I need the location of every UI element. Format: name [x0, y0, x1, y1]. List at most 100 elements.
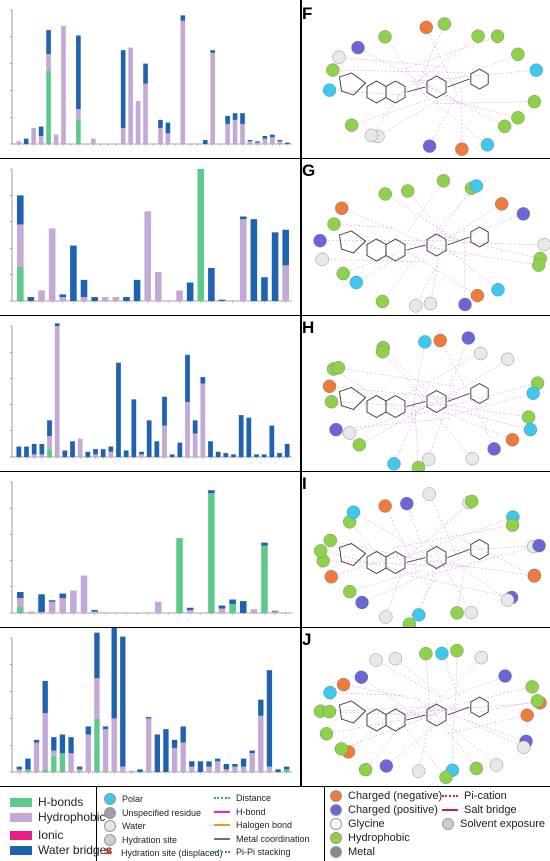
h-bond-line [394, 384, 430, 464]
residue-node [355, 671, 368, 684]
bar-water-bridges [270, 135, 275, 138]
bar-water-bridges [163, 729, 168, 772]
bar-h-bonds [60, 753, 65, 772]
bar-hydrophobic [155, 272, 162, 301]
h-bond-line [320, 707, 442, 712]
bar-water-bridges [269, 426, 274, 457]
bar-water-bridges [185, 355, 190, 402]
bar-hydrophobic [272, 612, 279, 613]
panel-j: J [0, 628, 550, 786]
h-bond-line [396, 36, 478, 97]
residue-node [491, 283, 504, 296]
legend-item-h-bond: H-bond [214, 807, 266, 817]
bar-water-bridges [112, 628, 117, 718]
h-bond-line [467, 720, 524, 747]
bar-water-bridges [24, 139, 29, 144]
legend-item-unspecified-residue: Unspecified residue [104, 807, 201, 819]
bar-water-bridges [239, 415, 244, 457]
h-bond-line [430, 257, 439, 304]
h-bond-line [330, 693, 404, 696]
bar-water-bridges [267, 670, 272, 766]
h-bond-line [402, 36, 498, 69]
h-bond-line [447, 413, 512, 439]
legend-contact-types: H-bonds Hydrophobic Ionic Water bridges [0, 787, 97, 861]
bar-water-bridges [154, 441, 159, 457]
h-bond-line [401, 353, 480, 396]
chart-h [0, 316, 302, 471]
h-bond-line [329, 712, 437, 716]
residue-node [378, 30, 391, 43]
residue-node [376, 345, 389, 358]
water-circle-icon [104, 820, 116, 832]
panel-letter-g: G [302, 161, 315, 181]
bar-hydrophobic [28, 612, 35, 613]
bar-water-bridges [162, 397, 167, 426]
residue-node [328, 218, 341, 231]
residue-node [335, 202, 348, 215]
bar-hydrophobic [86, 734, 91, 772]
residue-node [434, 334, 447, 347]
bar-hydrophobic [34, 743, 39, 772]
bar-water-bridges [261, 543, 268, 546]
residue-node [506, 519, 519, 532]
h-bond-line [449, 204, 502, 238]
bar-hydrophobic [172, 748, 177, 772]
bar-h-bonds [284, 769, 289, 772]
bar-hydrophobic [77, 769, 82, 772]
bar-hydrophobic [193, 433, 198, 457]
residue-node [490, 759, 503, 772]
bar-water-bridges [55, 323, 60, 326]
bar-hydrophobic [232, 767, 237, 772]
bar-hydrophobic [113, 297, 120, 301]
bar-hydrophobic [206, 767, 211, 772]
bar-water-bridges [76, 35, 81, 109]
bar-hydrophobic [200, 384, 205, 457]
bar-water-bridges [17, 195, 24, 224]
legend-item-solvent-exposure: Solvent exposure [442, 818, 545, 830]
bar-h-bonds [25, 769, 30, 772]
purple-circle-icon [330, 804, 342, 816]
legend-item-h-bonds: H-bonds [10, 795, 83, 809]
h-bond-line [395, 659, 443, 698]
h-bond-line [358, 48, 462, 105]
bar-water-bridges [285, 444, 290, 457]
residue-node [379, 610, 392, 623]
green-circle-icon [330, 832, 342, 844]
residue-node [532, 259, 545, 272]
polar-circle-icon [104, 793, 116, 805]
bar-water-bridges [284, 767, 289, 770]
magenta-arrow-icon [214, 811, 230, 813]
bar-water-bridges [155, 734, 160, 772]
bar-hydrophobic [187, 610, 194, 613]
bar-water-bridges [91, 610, 98, 611]
h-bond-line [323, 561, 470, 567]
bar-hydrophobic [144, 211, 151, 301]
bar-water-bridges [219, 300, 226, 301]
legend-item-pi-pi-stacking: Pi-Pi stacking [214, 847, 291, 857]
bar-h-bonds [43, 769, 48, 772]
h-bond-line [430, 94, 457, 146]
residue-node [343, 427, 356, 440]
bar-water-bridges [181, 15, 186, 20]
bar-water-bridges [16, 447, 21, 457]
bar-water-bridges [94, 633, 99, 679]
bar-hydrophobic [94, 678, 99, 718]
h-bond-line [414, 400, 418, 468]
bar-water-bridges [241, 759, 246, 767]
residue-node [323, 84, 336, 97]
h-bond-line [441, 359, 507, 402]
residue-node [325, 395, 338, 408]
bar-water-bridges [187, 283, 194, 301]
h-bond-line [392, 525, 512, 548]
bar-water-bridges [124, 450, 129, 457]
bar-water-bridges [170, 454, 175, 457]
chart-f-svg [0, 0, 300, 158]
residue-node [379, 500, 392, 513]
bar-water-bridges [275, 769, 280, 772]
h-bond-line [442, 653, 460, 698]
residue-node [511, 111, 524, 124]
residue-node [370, 654, 383, 667]
residue-node [459, 298, 472, 311]
bar-water-bridges [187, 608, 194, 610]
